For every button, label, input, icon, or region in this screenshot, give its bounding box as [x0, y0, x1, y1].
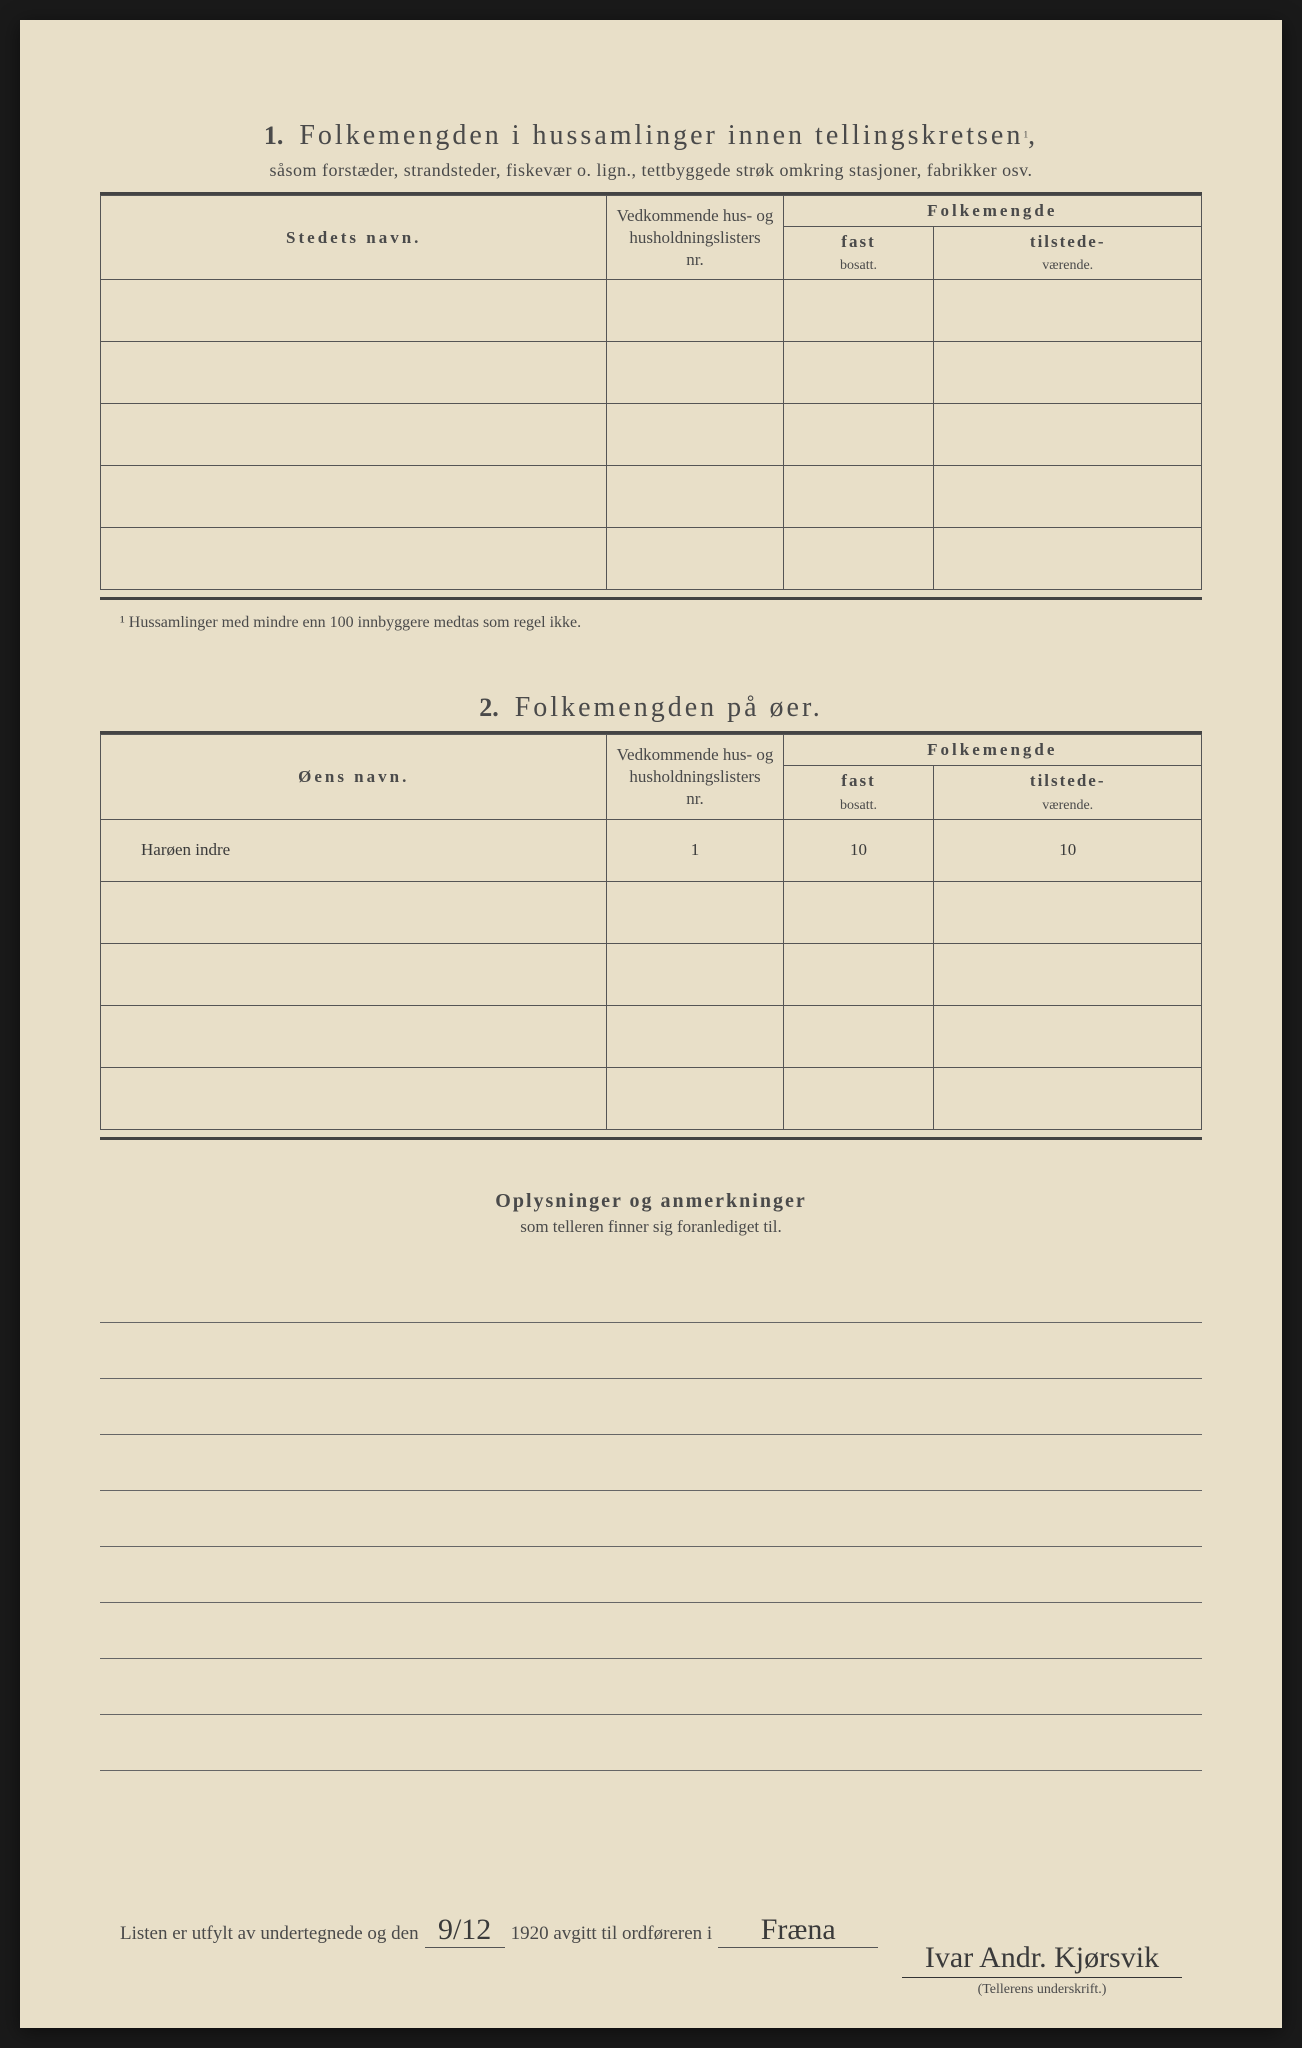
cell-tilst [934, 404, 1202, 466]
table-row [101, 881, 1202, 943]
section-1-title: 1. Folkemengden i hussamlinger innen tel… [100, 120, 1202, 152]
cell-nr: 1 [607, 819, 783, 881]
cell-name [101, 943, 607, 1005]
section-1: 1. Folkemengden i hussamlinger innen tel… [100, 120, 1202, 632]
cell-nr [607, 943, 783, 1005]
cell-fast [783, 528, 934, 590]
notes-lines [100, 1267, 1202, 1771]
cell-nr [607, 466, 783, 528]
col-fast-2: fast bosatt. [783, 766, 934, 819]
note-line [100, 1323, 1202, 1379]
cell-fast [783, 943, 934, 1005]
cell-name [101, 1005, 607, 1067]
cell-tilst [934, 280, 1202, 342]
footer-text-2: 1920 avgitt til ordføreren i [511, 1923, 713, 1945]
section-1-subtitle: såsom forstæder, strandsteder, fiskevær … [100, 160, 1202, 181]
cell-nr [607, 1005, 783, 1067]
cell-name [101, 280, 607, 342]
table-row [101, 280, 1202, 342]
notes-title: Oplysninger og anmerkninger [100, 1190, 1202, 1213]
cell-nr [607, 280, 783, 342]
signature-caption: (Tellerens underskrift.) [902, 1982, 1182, 1998]
footer-text-1: Listen er utfylt av undertegnede og den [120, 1923, 419, 1945]
cell-name [101, 881, 607, 943]
col-nr-2: Vedkommende hus- og husholdningslisters … [607, 735, 783, 819]
notes-section: Oplysninger og anmerkninger som telleren… [100, 1190, 1202, 1771]
col-stedets-navn: Stedets navn. [101, 196, 607, 280]
cell-fast: 10 [783, 819, 934, 881]
section-2: 2. Folkemengden på øer. Øens navn. Vedko… [100, 692, 1202, 1139]
col-folkemengde: Folkemengde [783, 196, 1201, 227]
cell-tilst [934, 342, 1202, 404]
cell-nr [607, 528, 783, 590]
section-2-number: 2. [479, 693, 499, 722]
section-2-title-text: Folkemengden på øer. [515, 692, 823, 723]
note-line [100, 1547, 1202, 1603]
notes-subtitle: som telleren finner sig foranlediget til… [100, 1217, 1202, 1237]
section-1-title-text: Folkemengden i hussamlinger innen tellin… [299, 120, 1023, 151]
table-1: Stedets navn. Vedkommende hus- og hushol… [100, 195, 1202, 590]
note-line [100, 1435, 1202, 1491]
cell-name: Harøen indre [101, 819, 607, 881]
footer-place: Fræna [718, 1913, 878, 1948]
cell-tilst [934, 1005, 1202, 1067]
cell-name [101, 466, 607, 528]
cell-fast [783, 1005, 934, 1067]
table-row: Harøen indre11010 [101, 819, 1202, 881]
cell-nr [607, 881, 783, 943]
cell-fast [783, 404, 934, 466]
col-oens-navn: Øens navn. [101, 735, 607, 819]
table-row [101, 466, 1202, 528]
cell-tilst: 10 [934, 819, 1202, 881]
cell-nr [607, 342, 783, 404]
section-2-title: 2. Folkemengden på øer. [100, 692, 1202, 724]
footnote-1: ¹ Hussamlinger med mindre enn 100 innbyg… [120, 614, 1202, 632]
note-line [100, 1603, 1202, 1659]
table-2-body: Harøen indre11010 [101, 819, 1202, 1129]
table-row [101, 1067, 1202, 1129]
col-fast: fast bosatt. [783, 227, 934, 280]
table-2: Øens navn. Vedkommende hus- og husholdni… [100, 734, 1202, 1129]
cell-tilst [934, 943, 1202, 1005]
cell-name [101, 342, 607, 404]
col-folkemengde-2: Folkemengde [783, 735, 1201, 766]
cell-nr [607, 1067, 783, 1129]
note-line [100, 1379, 1202, 1435]
cell-tilst [934, 466, 1202, 528]
cell-fast [783, 342, 934, 404]
document-page: 1. Folkemengden i hussamlinger innen tel… [20, 20, 1282, 2028]
table-row [101, 528, 1202, 590]
cell-name [101, 404, 607, 466]
table-row [101, 342, 1202, 404]
cell-name [101, 1067, 607, 1129]
table-row [101, 1005, 1202, 1067]
cell-tilst [934, 528, 1202, 590]
table-1-body [101, 280, 1202, 590]
cell-fast [783, 466, 934, 528]
signature-block: Ivar Andr. Kjørsvik (Tellerens underskri… [902, 1941, 1182, 1998]
footer-date: 9/12 [425, 1913, 505, 1948]
cell-nr [607, 404, 783, 466]
cell-fast [783, 280, 934, 342]
cell-tilst [934, 881, 1202, 943]
signature: Ivar Andr. Kjørsvik [902, 1941, 1182, 1978]
col-tilstede: tilstede- værende. [934, 227, 1202, 280]
section-1-number: 1. [264, 121, 284, 150]
cell-fast [783, 881, 934, 943]
cell-tilst [934, 1067, 1202, 1129]
col-tilstede-2: tilstede- værende. [934, 766, 1202, 819]
cell-fast [783, 1067, 934, 1129]
note-line [100, 1715, 1202, 1771]
table-row [101, 943, 1202, 1005]
note-line [100, 1659, 1202, 1715]
table-row [101, 404, 1202, 466]
cell-name [101, 528, 607, 590]
note-line [100, 1267, 1202, 1323]
col-nr: Vedkommende hus- og husholdningslisters … [607, 196, 783, 280]
note-line [100, 1491, 1202, 1547]
